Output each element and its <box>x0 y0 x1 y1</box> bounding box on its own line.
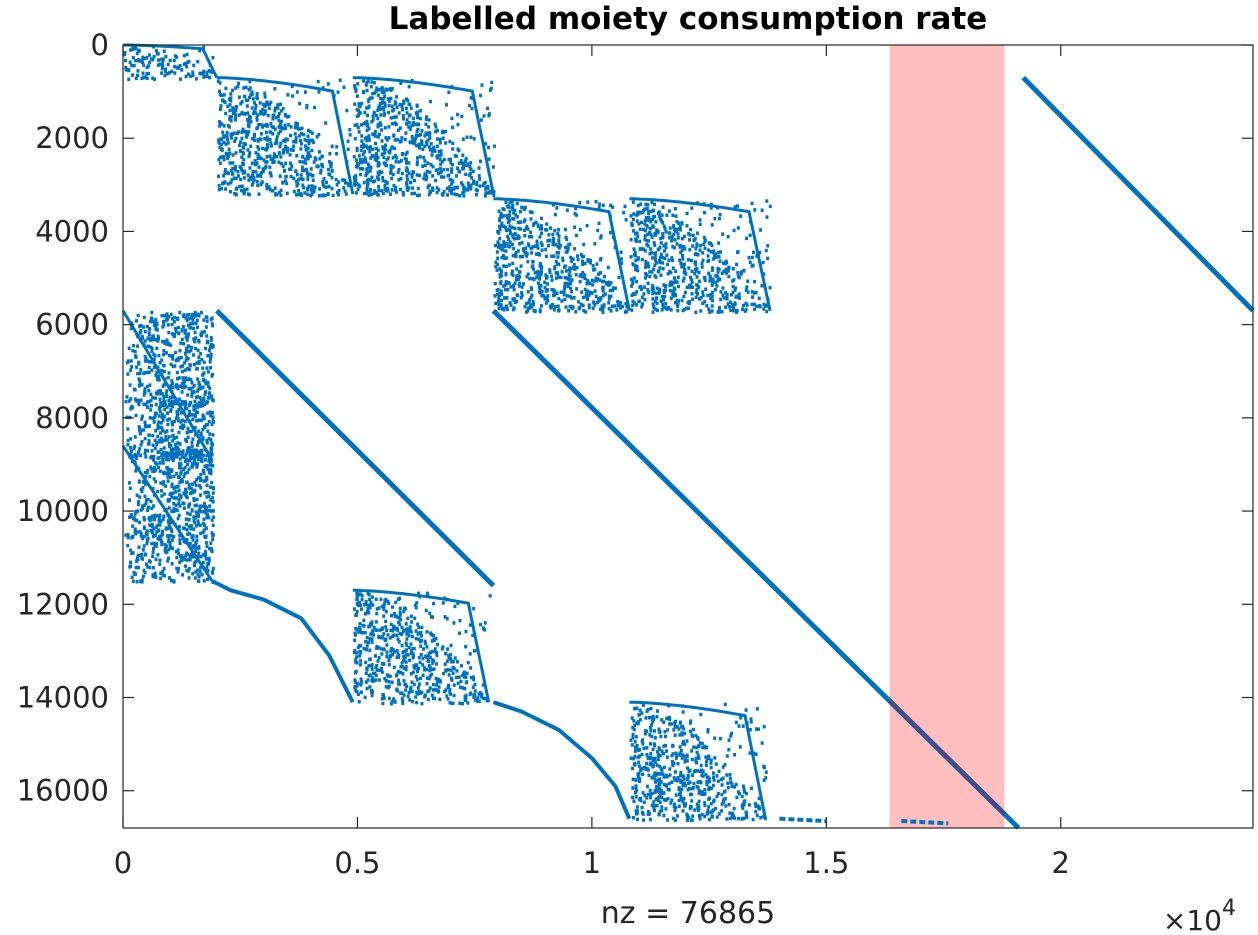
y-tick-label: 8000 <box>35 401 109 435</box>
highlight-band <box>889 45 1005 828</box>
x-axis-ticks: 0 0.5 1 1.5 2 <box>114 45 1070 880</box>
x-axis-label: nz = 76865 <box>601 896 775 931</box>
x-tick-label: 1.5 <box>803 846 849 880</box>
x-axis-exponent-power: 4 <box>1222 896 1236 921</box>
dense-block-8 <box>352 588 492 706</box>
x-tick-label: 0.5 <box>334 846 380 880</box>
data-marks <box>121 43 1255 830</box>
curve-series-1 <box>211 579 355 704</box>
highlight-band-layer <box>889 45 1005 828</box>
x-axis-exponent-base: ×10 <box>1163 904 1222 935</box>
y-tick-label: 14000 <box>17 681 109 715</box>
y-tick-label: 16000 <box>17 774 109 808</box>
x-axis-exponent: ×104 <box>1163 896 1236 935</box>
dense-block-6 <box>121 309 215 464</box>
y-tick-label: 0 <box>91 28 109 62</box>
small-run-2 <box>901 819 949 826</box>
dense-block-3 <box>352 76 496 198</box>
y-axis-ticks: 0 2000 4000 6000 8000 10000 12000 14000 16000 <box>17 28 1253 808</box>
diagonal-in-band <box>887 699 1007 816</box>
diagonal-series-3 <box>1021 75 1255 313</box>
y-tick-label: 6000 <box>35 308 109 342</box>
plot-area-frame <box>122 44 1254 829</box>
x-tick-label: 0 <box>114 846 132 880</box>
diagonal-series-1 <box>215 308 496 588</box>
x-tick-label: 2 <box>1052 846 1070 880</box>
y-tick-label: 2000 <box>35 121 109 155</box>
dense-block-1 <box>123 43 219 82</box>
dense-block-5 <box>629 197 772 315</box>
chart-title: Labelled moiety consumption rate <box>389 1 988 37</box>
curve-series-2 <box>492 700 632 820</box>
dense-block-7 <box>121 444 215 585</box>
dense-block-4 <box>493 197 631 315</box>
x-tick-label: 1 <box>583 846 601 880</box>
dense-block-2 <box>216 76 355 198</box>
y-tick-label: 4000 <box>35 214 109 248</box>
small-run-1 <box>779 816 827 824</box>
y-tick-label: 10000 <box>17 494 109 528</box>
dense-block-9 <box>629 700 768 823</box>
y-tick-label: 12000 <box>17 587 109 621</box>
